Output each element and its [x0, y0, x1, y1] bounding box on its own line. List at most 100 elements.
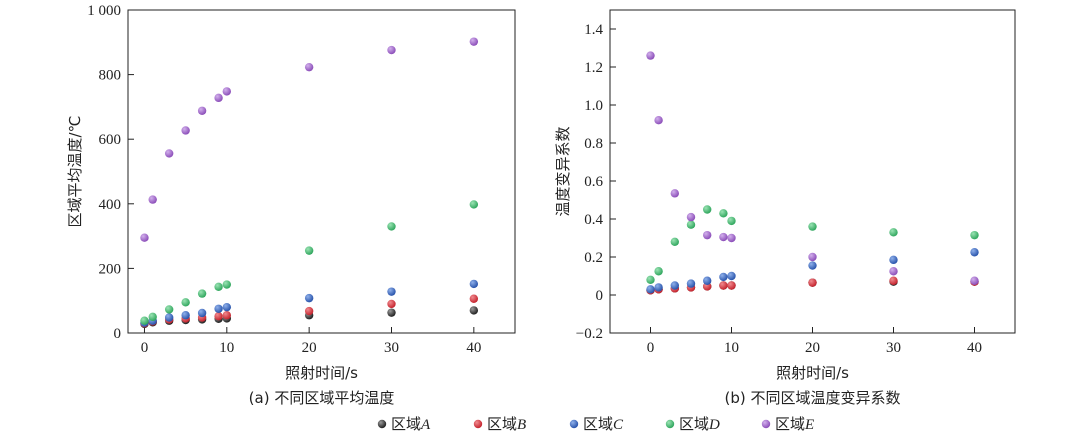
point-b-c	[970, 248, 979, 257]
legend-label-a: 区域A	[391, 415, 431, 433]
point-a-e	[181, 126, 190, 135]
point-a-e	[469, 37, 479, 46]
point-b-b	[808, 278, 817, 287]
point-a-a	[387, 308, 396, 317]
point-a-d	[304, 246, 314, 255]
point-a-c	[214, 304, 223, 313]
x-tick-label-b: 20	[805, 340, 820, 356]
point-b-e	[808, 252, 817, 262]
point-a-e	[387, 45, 396, 55]
point-a-d	[164, 305, 174, 314]
legend: 区域A 区域B 区域C 区域D 区域E	[377, 415, 814, 433]
y-tick-label-a: 1 000	[87, 3, 121, 19]
y-tick-label-b: 1.2	[584, 60, 603, 76]
legend-label-b: 区域B	[487, 415, 526, 433]
legend-marker-c	[569, 419, 579, 429]
point-a-c	[222, 302, 232, 312]
point-a-c	[469, 279, 479, 289]
point-b-c	[703, 276, 712, 285]
point-b-d	[719, 209, 728, 218]
point-b-d	[808, 222, 817, 231]
legend-marker-a	[377, 419, 387, 429]
point-b-c	[686, 279, 696, 288]
point-a-d	[469, 200, 479, 209]
point-b-d	[670, 237, 679, 246]
y-tick-label-a: 600	[99, 132, 122, 148]
point-a-d	[214, 282, 223, 292]
point-a-e	[304, 62, 314, 72]
point-b-c	[719, 272, 728, 282]
y-tick-label-b: 0.4	[584, 212, 603, 228]
point-a-c	[304, 293, 314, 303]
point-b-d	[654, 267, 663, 276]
point-b-d	[646, 275, 655, 284]
point-b-e	[654, 116, 663, 125]
point-a-c	[181, 311, 190, 320]
point-b-e	[670, 189, 679, 198]
x-tick-label-b: 40	[967, 340, 982, 356]
point-a-e	[148, 195, 157, 204]
y-tick-label-a: 400	[99, 197, 122, 213]
point-b-c	[727, 271, 736, 281]
legend-marker-d	[665, 419, 675, 429]
point-b-d	[970, 230, 979, 240]
point-a-c	[197, 308, 207, 318]
x-tick-label-b: 10	[724, 340, 739, 356]
y-tick-label-a: 200	[99, 261, 122, 277]
point-a-b	[214, 312, 223, 321]
point-a-e	[164, 149, 174, 158]
point-b-e	[889, 267, 898, 276]
point-a-b	[222, 311, 232, 320]
point-b-e	[646, 51, 655, 60]
point-b-b	[719, 281, 728, 290]
x-tick-label-a: 20	[302, 340, 317, 356]
point-a-e	[197, 106, 207, 115]
point-a-d	[197, 289, 207, 298]
point-a-e	[140, 233, 149, 242]
point-a-b	[387, 299, 396, 309]
axis-ticks-b: 0 10 20 30 40 −0.2 0 0.2 0.4 0.6 0.8 1.0 1.2 1.4	[576, 22, 982, 356]
legend-marker-e	[761, 419, 771, 429]
x-axis-label-a: 照射时间/s	[285, 364, 358, 382]
y-tick-label-b: 0.8	[584, 136, 603, 152]
point-a-e	[214, 93, 223, 103]
y-tick-label-b: 1.4	[584, 22, 603, 38]
legend-label-c: 区域C	[583, 415, 624, 433]
point-b-e	[970, 276, 979, 285]
legend-label-d: 区域D	[679, 415, 720, 433]
y-tick-label-b: 1.0	[584, 98, 603, 114]
data-points-b	[646, 51, 979, 295]
point-a-b	[304, 306, 314, 316]
point-a-d	[222, 280, 232, 289]
x-axis-label-b: 照射时间/s	[776, 364, 849, 382]
point-b-d	[889, 228, 898, 237]
caption-a: (a) 不同区域平均温度	[249, 389, 395, 407]
y-tick-label-b: 0.2	[584, 250, 603, 266]
legend-marker-b	[473, 419, 483, 429]
point-b-c	[808, 261, 817, 270]
point-b-c	[654, 283, 663, 292]
point-a-d	[387, 222, 396, 231]
point-a-d	[181, 298, 190, 307]
point-a-c	[387, 287, 396, 296]
point-b-d	[686, 220, 696, 229]
x-tick-label-a: 10	[219, 340, 234, 356]
point-b-c	[670, 281, 679, 290]
point-b-e	[719, 232, 728, 242]
point-b-d	[703, 205, 712, 214]
point-b-e	[703, 230, 712, 240]
legend-label-e: 区域E	[775, 415, 814, 433]
caption-b: (b) 不同区域温度变异系数	[725, 389, 901, 407]
y-tick-label-a: 0	[114, 326, 122, 342]
point-b-b	[889, 276, 898, 285]
plot-frame-a	[127, 9, 516, 334]
point-a-a	[469, 306, 479, 315]
data-points-a	[140, 37, 479, 329]
chart-panel-b: 0 10 20 30 40 −0.2 0 0.2 0.4 0.6 0.8 1.0 1.2 1.4 照射时间…	[554, 9, 1016, 407]
x-tick-label-a: 30	[384, 340, 399, 356]
point-b-b	[727, 281, 736, 290]
point-b-d	[727, 216, 736, 226]
point-a-b	[469, 294, 479, 303]
